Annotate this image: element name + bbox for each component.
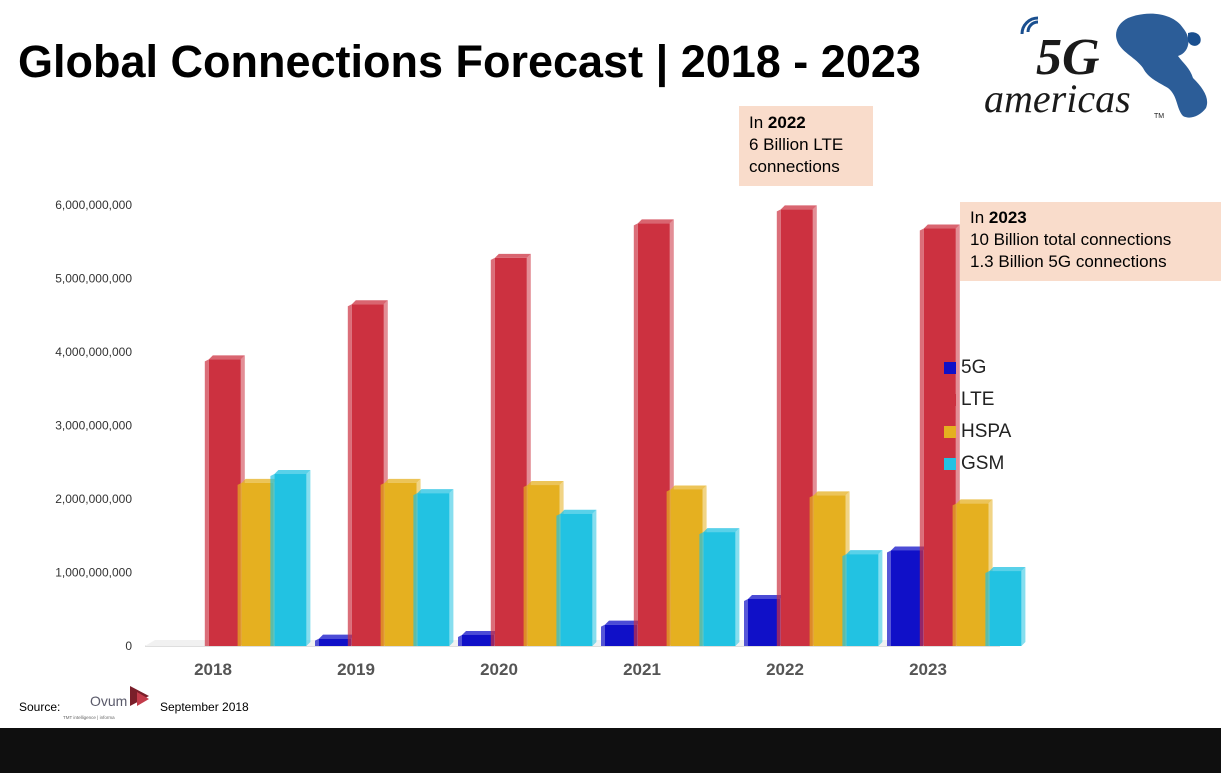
bar-gsm-2021 <box>699 528 740 646</box>
y-tick-label: 6,000,000,000 <box>55 198 132 212</box>
page-title: Global Connections Forecast | 2018 - 202… <box>18 36 921 87</box>
x-tick-label: 2018 <box>194 660 232 679</box>
logo-5g-text: 5G <box>1036 29 1100 86</box>
logo-americas-text: americas <box>984 76 1131 121</box>
legend-label: 5G <box>961 357 987 378</box>
x-tick-label: 2021 <box>623 660 661 679</box>
legend-item-5g: 5G <box>944 352 1011 384</box>
bar-5g-2022 <box>744 594 784 646</box>
legend-item-lte: LTE <box>944 384 1011 416</box>
callout-2023-line2: 10 Billion total connections <box>970 230 1172 249</box>
legend-item-hspa: HSPA <box>944 416 1011 448</box>
bar-gsm-2018 <box>270 470 311 646</box>
x-tick-label: 2022 <box>766 660 804 679</box>
bar-lte-2021 <box>633 219 674 646</box>
ovum-logo-text: Ovum <box>90 693 127 709</box>
bar-5g-2023 <box>887 546 927 646</box>
x-tick-label: 2020 <box>480 660 518 679</box>
bar-lte-2019 <box>347 300 388 646</box>
bar-gsm-2020 <box>556 509 597 646</box>
y-tick-label: 0 <box>125 639 132 653</box>
bar-lte-2023 <box>919 224 960 646</box>
legend-label: GSM <box>961 453 1005 474</box>
legend-label: HSPA <box>961 421 1012 442</box>
bar-lte-2022 <box>776 205 817 646</box>
y-tick-label: 4,000,000,000 <box>55 345 132 359</box>
y-tick-label: 3,000,000,000 <box>55 419 132 433</box>
y-tick-label: 5,000,000,000 <box>55 272 132 286</box>
wifi-icon <box>1020 16 1039 35</box>
y-tick-label: 1,000,000,000 <box>55 566 132 580</box>
logo-tm: TM <box>1154 113 1164 120</box>
callout-2023-year: 2023 <box>988 208 1027 227</box>
bar-gsm-2019 <box>413 489 454 646</box>
callout-2023-line3: 1.3 Billion 5G connections <box>970 252 1167 271</box>
x-tick-label: 2023 <box>909 660 947 679</box>
callout-2022-line2: 6 Billion LTE <box>749 135 844 154</box>
source-date: September 2018 <box>160 700 249 714</box>
callout-2022-line3: connections <box>749 157 840 176</box>
callout-2022-year: 2022 <box>767 113 806 132</box>
5g-americas-logo: 5G americas TM <box>984 13 1208 121</box>
footer-bar <box>0 728 1221 773</box>
ovum-logo: Ovum TMT intelligence | informa <box>63 686 149 720</box>
source-label: Source: <box>19 700 61 714</box>
connections-bar-chart: 0 1,000,000,000 2,000,000,000 3,000,000,000… <box>55 198 1026 679</box>
bar-hspa-2021 <box>666 485 707 646</box>
callout-2023-prefix: In <box>970 208 989 227</box>
callout-2022-prefix: In <box>749 113 768 132</box>
chart-legend: 5G LTE HSPA GSM <box>944 352 1011 480</box>
legend-swatch <box>944 394 956 406</box>
legend-item-gsm: GSM <box>944 448 1011 480</box>
y-tick-label: 2,000,000,000 <box>55 492 132 506</box>
globe-icon <box>1116 13 1208 118</box>
bar-gsm-2022 <box>842 550 883 646</box>
callout-2023: In 2023 10 Billion total connections 1.3… <box>960 202 1221 281</box>
legend-swatch <box>944 458 956 470</box>
bar-gsm-2023 <box>985 567 1026 646</box>
legend-swatch <box>944 362 956 374</box>
legend-swatch <box>944 426 956 438</box>
ovum-logo-sub: TMT intelligence | informa <box>63 715 115 720</box>
callout-2022: In 2022 6 Billion LTE connections <box>739 106 873 186</box>
x-tick-label: 2019 <box>337 660 375 679</box>
legend-label: LTE <box>961 389 995 410</box>
